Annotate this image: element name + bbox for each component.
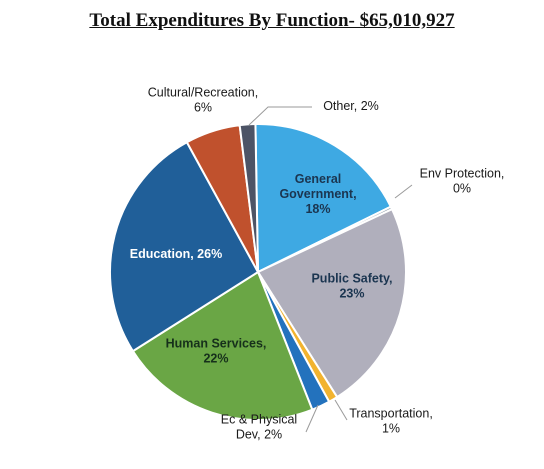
pie-slice-human-services xyxy=(131,270,314,421)
slice-label-transportation: Transportation, 1% xyxy=(349,407,433,436)
slice-label-line: Transportation, xyxy=(349,407,433,421)
slice-label-line: Public Safety, xyxy=(311,272,392,286)
slice-label-general-government: General Government, 18% xyxy=(279,172,356,216)
slice-label-line: Other, 2% xyxy=(323,99,379,113)
slice-label-line: Government, xyxy=(279,187,356,201)
slice-label-line: 1% xyxy=(382,422,400,436)
slice-label-other: Other, 2% xyxy=(323,99,379,113)
slice-label-ec-physical-dev: Ec & Physical Dev, 2% xyxy=(221,413,297,442)
slice-label-env-protection: Env Protection, 0% xyxy=(420,167,505,196)
pie-slice-other xyxy=(238,123,259,273)
pie-slice-education xyxy=(109,140,260,353)
slice-label-line: 22% xyxy=(203,352,228,366)
slice-label-line: Ec & Physical xyxy=(221,413,297,427)
slice-label-line: 18% xyxy=(305,202,330,216)
slice-label-line: 0% xyxy=(453,182,471,196)
slice-label-line: Env Protection, xyxy=(420,167,505,181)
leader-line-other xyxy=(248,106,312,126)
slice-label-line: 6% xyxy=(194,101,212,115)
slice-label-human-services: Human Services, 22% xyxy=(166,337,267,366)
pie-slice-public-safety xyxy=(256,207,407,399)
chart-title: Total Expenditures By Function- $65,010,… xyxy=(89,10,455,31)
slice-label-cultural-recreation: Cultural/Recreation, 6% xyxy=(148,86,258,115)
leader-line-transportation xyxy=(334,399,348,421)
slice-label-line: Human Services, xyxy=(166,337,267,351)
slice-label-line: 23% xyxy=(339,287,364,301)
leader-line-env-protection xyxy=(394,184,413,199)
slice-label-education: Education, 26% xyxy=(130,247,222,261)
slice-label-line: General xyxy=(295,172,342,186)
slice-label-public-safety: Public Safety, 23% xyxy=(311,272,392,301)
slice-label-line: Education, 26% xyxy=(130,247,222,261)
pie-slice-general-government xyxy=(254,123,393,274)
slice-label-line: Cultural/Recreation, xyxy=(148,86,258,100)
leader-line-ec-physical-dev xyxy=(305,404,319,433)
slice-label-line: Dev, 2% xyxy=(236,428,282,442)
